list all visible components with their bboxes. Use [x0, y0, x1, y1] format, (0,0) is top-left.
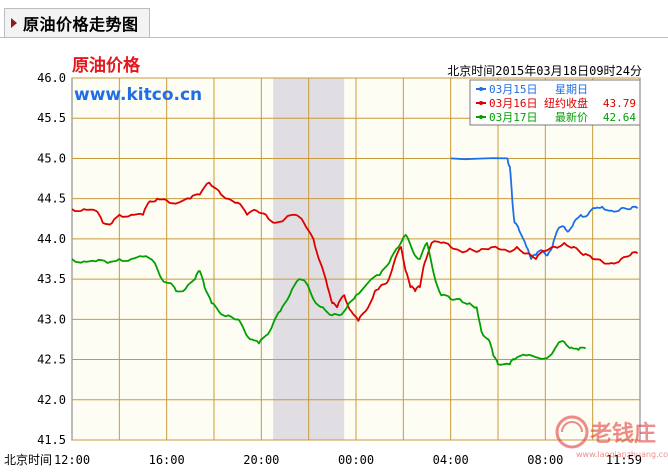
- y-tick-label: 46.0: [37, 71, 66, 85]
- series-line-03月15日: [450, 157, 639, 260]
- x-tick-label: 20:00: [243, 453, 279, 467]
- y-tick-label: 42.5: [37, 353, 66, 367]
- chart-title: 原油价格: [72, 55, 141, 76]
- x-axis-ticks: 12:00 16:00 20:00 00:00 04:00 08:00 11:59: [54, 453, 642, 467]
- timestamp-label: 北京时间2015年03月18日09时24分: [447, 64, 642, 78]
- y-tick-label: 41.5: [37, 433, 66, 447]
- legend-label: 最新价: [555, 110, 588, 124]
- tab-crude-oil-chart[interactable]: 原油价格走势图: [4, 8, 150, 37]
- y-tick-label: 42.0: [37, 393, 66, 407]
- legend-marker-dot: [479, 101, 483, 105]
- series-line-03月17日: [71, 234, 586, 366]
- svg-text:老钱庄: 老钱庄: [589, 421, 656, 447]
- x-axis-label: 北京时间: [4, 453, 52, 467]
- legend-marker-dot: [479, 115, 483, 119]
- panel-tab-bar: 原油价格走势图: [0, 0, 668, 38]
- x-tick-label: 08:00: [527, 453, 563, 467]
- legend-label: 纽约收盘: [544, 96, 588, 110]
- legend-date: 03月15日: [489, 83, 538, 96]
- x-tick-label: 00:00: [338, 453, 374, 467]
- y-tick-label: 44.5: [37, 192, 66, 206]
- legend-date: 03月16日: [489, 97, 538, 110]
- x-tick-label: 16:00: [149, 453, 185, 467]
- legend-value: 43.79: [603, 97, 636, 110]
- x-tick-label: 12:00: [54, 453, 90, 467]
- svg-text:www.laoqianzhuang.com: www.laoqianzhuang.com: [576, 450, 668, 459]
- price-chart: 46.0 45.5 45.0 44.5 44.0 43.5 43.0 42.5 42.0 41.5…: [0, 38, 668, 475]
- grid-lines: [72, 77, 640, 441]
- triangle-arrow-icon: [11, 18, 17, 28]
- series-lines: [71, 157, 639, 366]
- y-tick-label: 45.0: [37, 151, 66, 165]
- y-tick-label: 43.0: [37, 312, 66, 326]
- legend-date: 03月17日: [489, 111, 538, 124]
- source-link[interactable]: www.kitco.cn: [74, 85, 202, 105]
- x-tick-label: 04:00: [433, 453, 469, 467]
- y-tick-label: 44.0: [37, 232, 66, 246]
- y-axis-ticks: 46.0 45.5 45.0 44.5 44.0 43.5 43.0 42.5 42.0 41.5: [37, 71, 66, 447]
- legend-label: 星期日: [555, 83, 588, 96]
- tab-title: 原油价格走势图: [23, 15, 139, 34]
- x-tick-label: 11:59: [606, 453, 642, 467]
- y-tick-label: 45.5: [37, 111, 66, 125]
- y-tick-label: 43.5: [37, 272, 66, 286]
- series-line-03月16日: [71, 181, 639, 322]
- legend-box: [469, 79, 641, 126]
- legend-marker-dot: [479, 87, 483, 91]
- watermark-logo: 老钱庄 www.laoqianzhuang.com: [555, 415, 668, 459]
- legend-value: 42.64: [603, 111, 636, 124]
- legend: 03月15日 星期日 03月16日 纽约收盘 43.79 03月17日 最新价 42.64: [469, 79, 641, 126]
